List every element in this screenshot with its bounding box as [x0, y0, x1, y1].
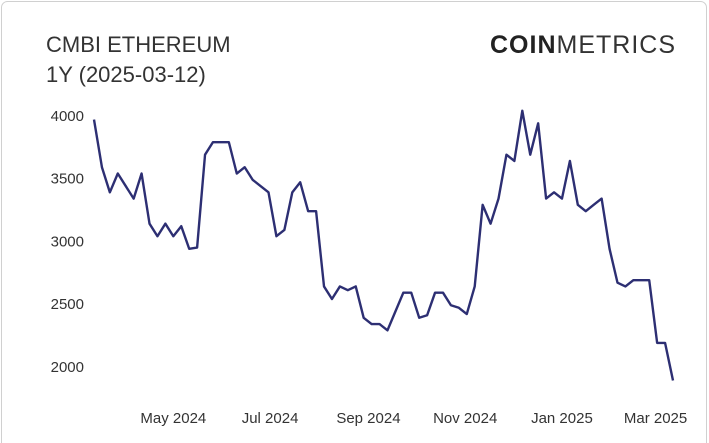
y-tick-label: 3500: [51, 171, 84, 188]
chart-title: CMBI ETHEREUM: [46, 32, 231, 57]
x-tick-label: Nov 2024: [433, 410, 497, 427]
x-tick-label: Mar 2025: [624, 410, 687, 427]
logo-light: METRICS: [557, 31, 677, 59]
x-tick-label: Jul 2024: [242, 410, 299, 427]
y-tick-label: 3000: [51, 233, 84, 250]
price-line: [92, 109, 675, 381]
x-tick-label: May 2024: [140, 410, 206, 427]
chart-subtitle: 1Y (2025-03-12): [46, 62, 206, 87]
x-tick-label: Jan 2025: [531, 410, 593, 427]
x-tick-label: Sep 2024: [336, 410, 400, 427]
y-tick-label: 4000: [51, 108, 84, 125]
logo: COINMETRICS: [490, 31, 676, 59]
y-tick-label: 2500: [51, 296, 84, 313]
logo-bold: COIN: [490, 31, 557, 59]
y-tick-label: 2000: [51, 359, 84, 376]
